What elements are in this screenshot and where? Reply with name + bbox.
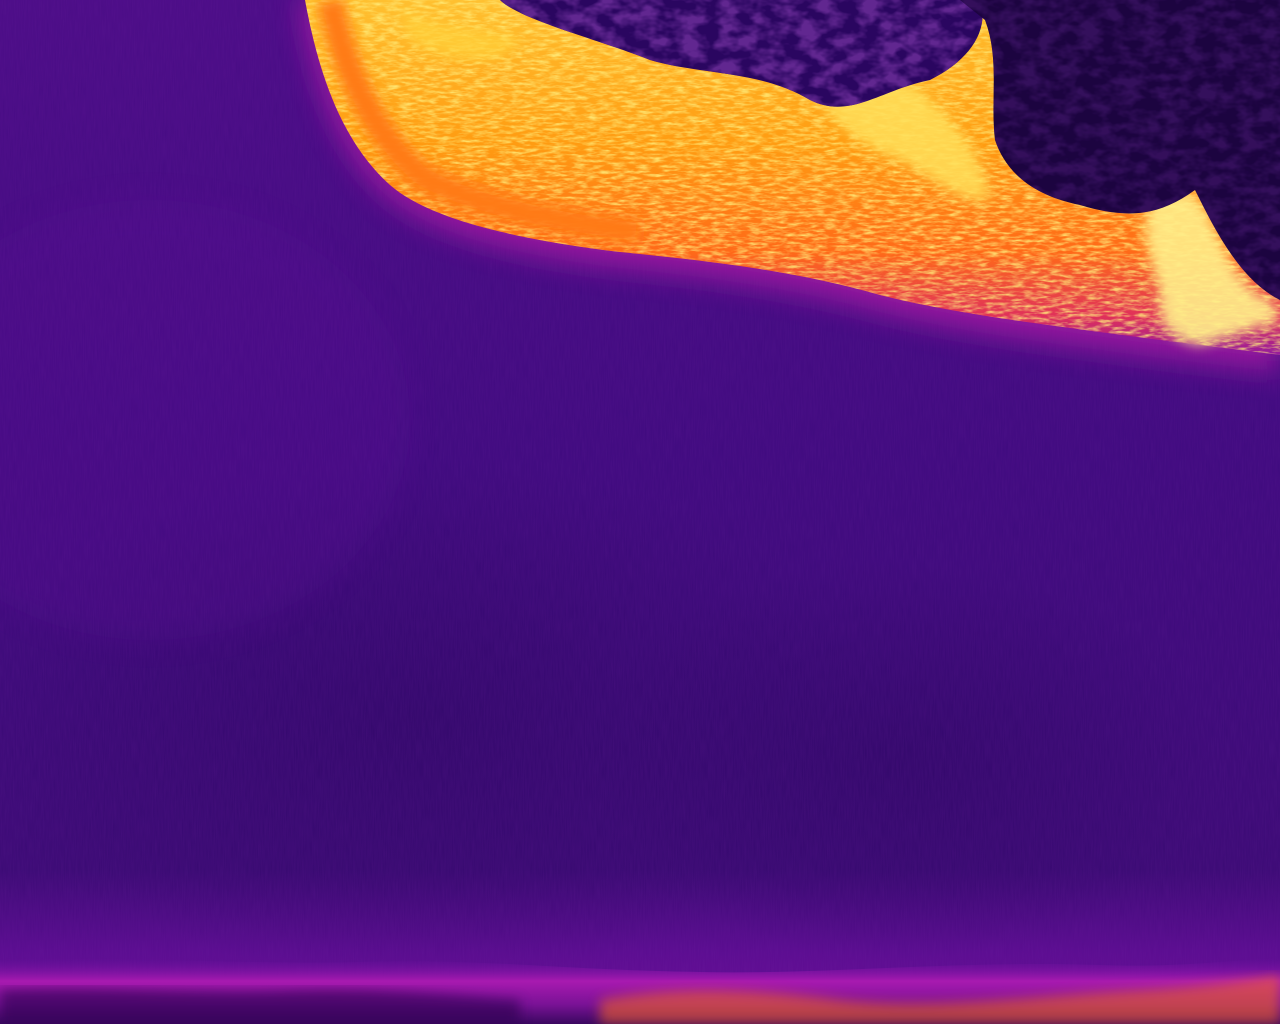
warm-shoreline-bottom [0, 958, 1280, 1024]
